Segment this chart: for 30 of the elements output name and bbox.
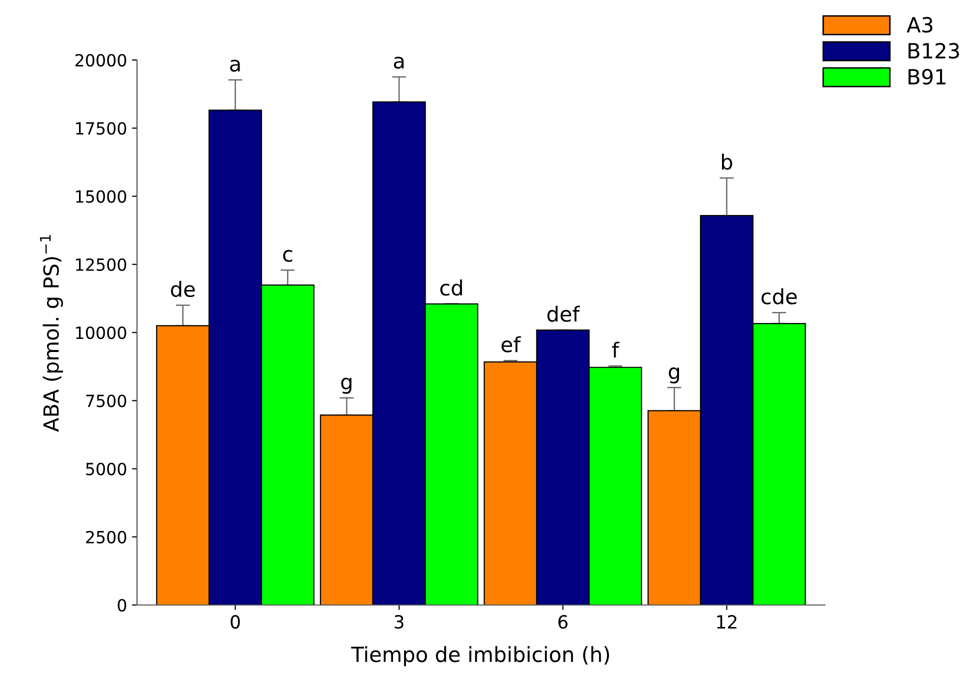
x-tick-label: 3 <box>394 615 404 629</box>
x-tick-label: 6 <box>558 615 568 629</box>
y-tick-label: 2500 <box>86 530 126 544</box>
y-tick-label: 7500 <box>86 394 126 408</box>
annotation: a <box>394 56 404 69</box>
annotation: cd <box>440 280 462 296</box>
annotation: c <box>283 250 292 262</box>
annotation: ef <box>502 336 521 352</box>
legend-label: B91 <box>908 68 946 85</box>
annotation: def <box>547 306 580 322</box>
annotation: g <box>341 378 352 394</box>
legend-label: A3 <box>906 16 932 33</box>
x-tick-label: 12 <box>717 615 736 628</box>
annotation: a <box>230 60 240 72</box>
y-tick-label: 5000 <box>86 462 126 476</box>
y-tick-label: 17500 <box>76 122 126 135</box>
x-axis-title: Tiempo de imbibicion (h) <box>351 646 610 666</box>
y-tick-label: 20000 <box>75 54 126 67</box>
x-tick-label: 0 <box>230 615 240 629</box>
y-tick-label: 10000 <box>76 326 126 340</box>
annotation: de <box>170 280 195 298</box>
legend-label: B123 <box>908 42 959 59</box>
annotation: cde <box>762 288 797 304</box>
y-tick-label: 0 <box>118 598 126 612</box>
annotation: f <box>612 342 620 358</box>
y-tick-label: 12500 <box>76 258 126 271</box>
y-tick-label: 15000 <box>76 190 126 203</box>
annotation: g <box>668 367 680 384</box>
annotation: b <box>722 154 732 170</box>
y-axis-title: ABA (pmol. g PS)$^{−1}$ <box>40 235 63 432</box>
